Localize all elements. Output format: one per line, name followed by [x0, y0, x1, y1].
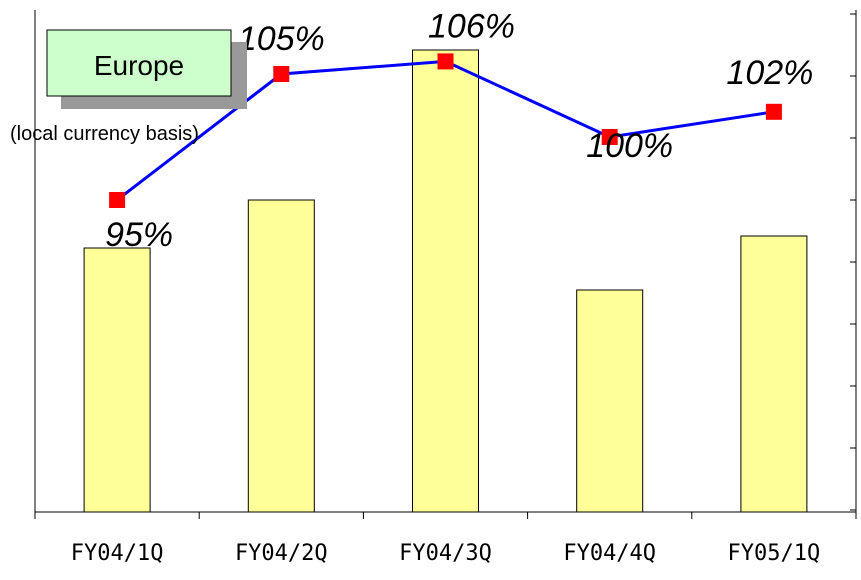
currency-note: (local currency basis) — [10, 123, 199, 145]
axes — [34, 10, 857, 519]
category-labels: FY04/1Q FY04/2Q FY04/3Q FY04/4Q FY05/1Q — [71, 541, 821, 566]
marker-1 — [109, 192, 126, 208]
marker-3 — [437, 53, 454, 70]
region-box-face — [46, 29, 232, 97]
category-label-2: FY04/2Q — [235, 541, 328, 566]
percent-label-2: 105% — [238, 20, 325, 58]
bar-1 — [83, 247, 151, 513]
bar-5 — [740, 235, 808, 513]
region-label: Europe — [94, 50, 184, 81]
category-label-5: FY05/1Q — [728, 541, 821, 566]
bar-2 — [247, 199, 315, 513]
bar-3 — [412, 49, 479, 513]
category-label-3: FY04/3Q — [399, 541, 492, 566]
percent-label-4: 100% — [586, 127, 673, 165]
right-ticks — [850, 13, 856, 511]
region-box: Europe — [46, 29, 247, 109]
percent-label-3: 106% — [428, 7, 515, 45]
line-series — [109, 53, 782, 208]
percent-label-5: 102% — [726, 54, 813, 92]
bar-group — [83, 49, 808, 513]
category-label-4: FY04/4Q — [563, 541, 656, 566]
marker-5 — [765, 103, 782, 120]
marker-4 — [601, 129, 618, 145]
category-label-1: FY04/1Q — [71, 541, 164, 566]
percent-label-1: 95% — [105, 216, 173, 254]
bar-4 — [576, 289, 644, 513]
marker-2 — [273, 66, 290, 82]
percent-labels: 95% 105% 106% 100% 102% — [105, 7, 813, 254]
x-ticks — [34, 512, 857, 519]
